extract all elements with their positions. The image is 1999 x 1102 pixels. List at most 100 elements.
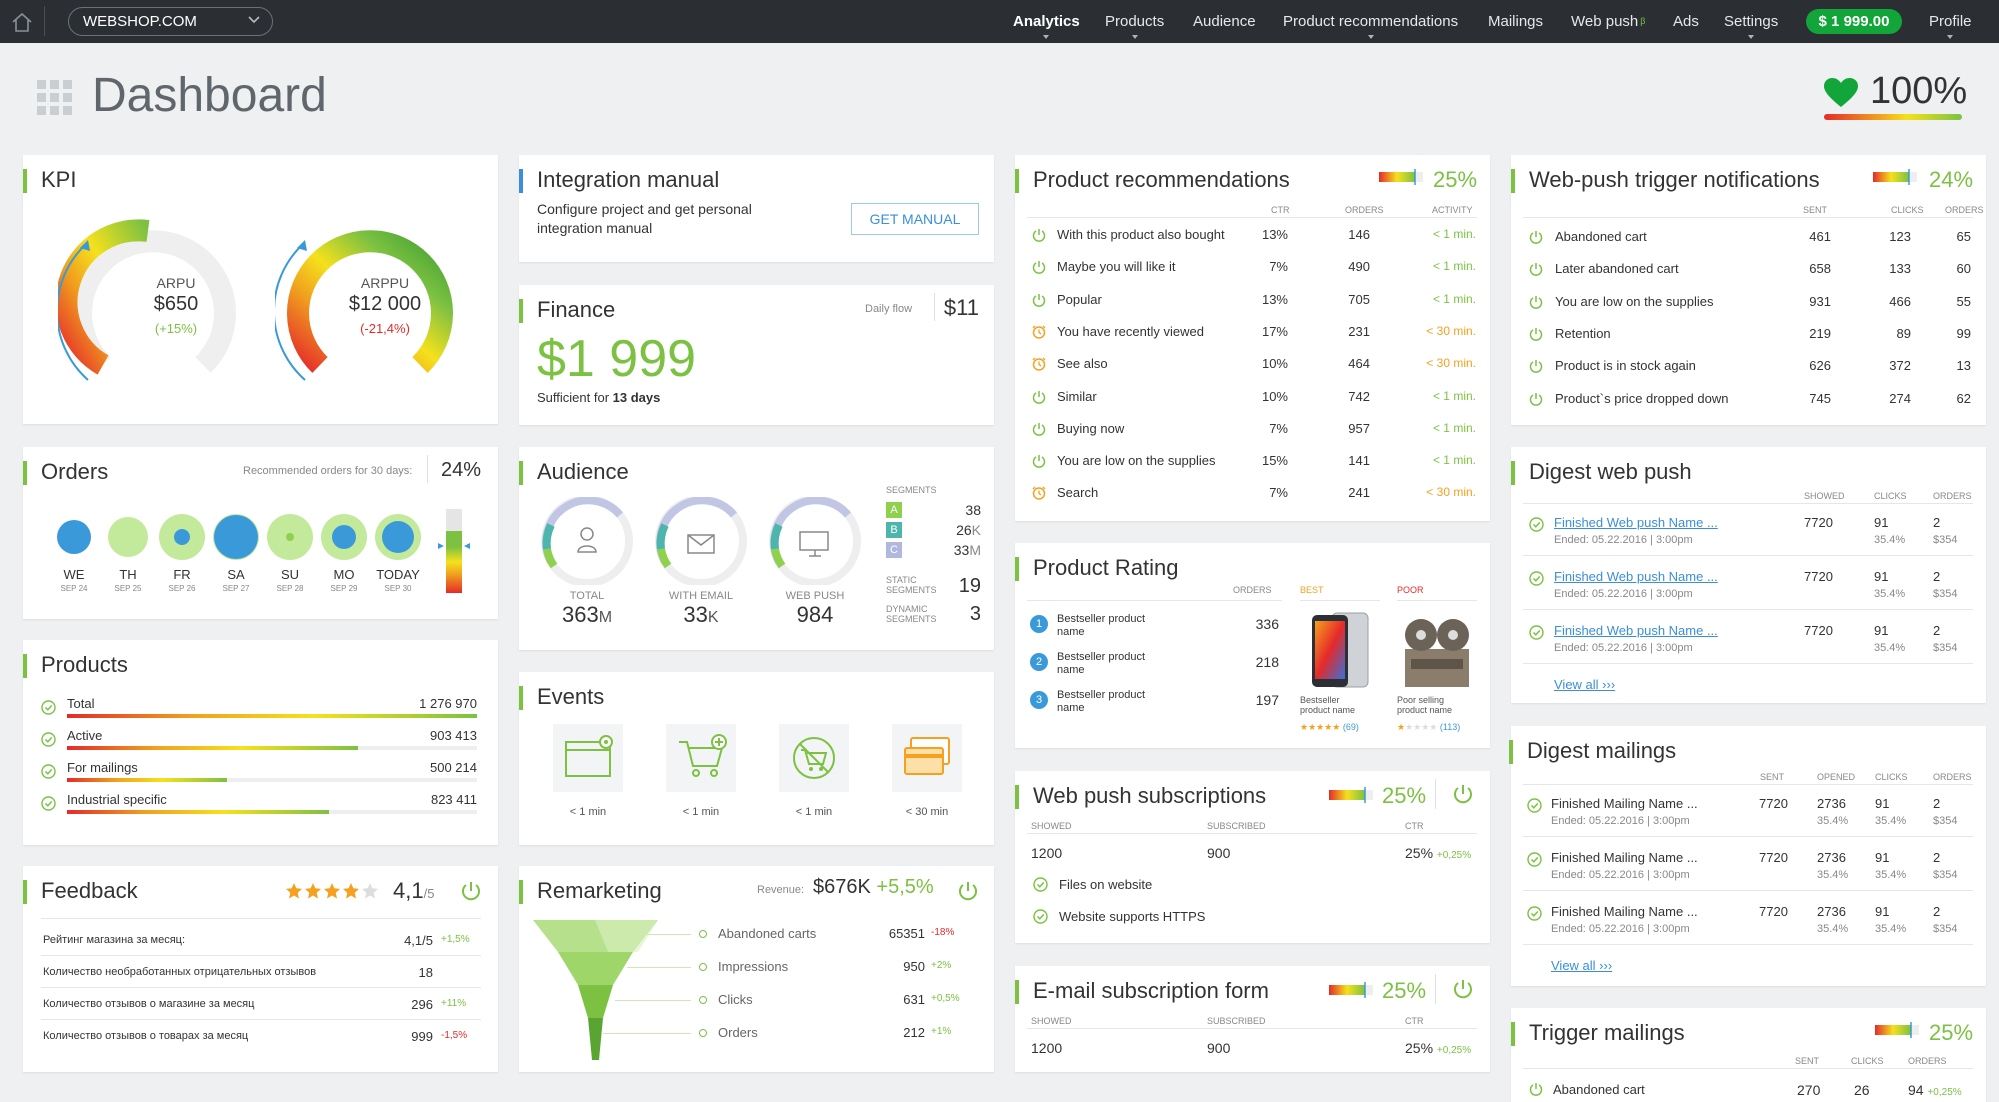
- divider: [1027, 217, 1477, 218]
- power-icon[interactable]: [1032, 390, 1046, 404]
- digest-push-name[interactable]: Finished Web push Name ...: [1554, 623, 1718, 638]
- product-row-fill: [67, 714, 477, 718]
- check-circle-icon: [41, 796, 56, 811]
- power-icon[interactable]: [1529, 1082, 1543, 1096]
- divider: [1523, 609, 1973, 610]
- trigger-mail-clicks: 26: [1854, 1082, 1870, 1098]
- product-row-fill: [67, 778, 227, 782]
- digest-mail-orders: 2: [1933, 904, 1941, 919]
- page-title: Dashboard: [92, 69, 327, 122]
- digest-push-name[interactable]: Finished Web push Name ...: [1554, 569, 1718, 584]
- digest-mailings-card: Digest mailings SENT OPENED CLICKS ORDER…: [1508, 726, 1986, 986]
- rating-orders: 218: [1255, 654, 1279, 670]
- power-icon[interactable]: [1032, 422, 1046, 436]
- power-icon[interactable]: [1032, 228, 1046, 242]
- poor-product-name: Poor selling product name: [1397, 695, 1453, 715]
- recommended-orders-label: Recommended orders for 30 days:: [243, 465, 413, 477]
- digest-mail-clicks: 91: [1875, 796, 1890, 811]
- product-row-track: [67, 810, 477, 814]
- rec-orders: 241: [1348, 485, 1370, 501]
- day-bubble: [332, 525, 356, 549]
- audience-email-ring: [655, 497, 747, 585]
- digest-mail-name[interactable]: Finished Mailing Name ...: [1551, 796, 1698, 811]
- nav-mailings[interactable]: Mailings: [1488, 13, 1544, 30]
- remarketing-card: Remarketing Revenue: $676K +5,5% Abandon…: [519, 866, 994, 1072]
- shop-selector[interactable]: WEBSHOP.COM: [68, 7, 273, 36]
- mini-meter-icon: [1379, 169, 1423, 185]
- rec-orders: 464: [1348, 356, 1370, 372]
- view-all-link[interactable]: View all ›››: [1554, 677, 1616, 692]
- trigger-orders: 55: [1956, 293, 1971, 309]
- digest-mail-opened: 2736: [1817, 904, 1846, 919]
- trigger-orders: 65: [1956, 229, 1971, 244]
- nav-audience[interactable]: Audience: [1193, 13, 1256, 30]
- view-all-link[interactable]: View all ›››: [1551, 958, 1613, 973]
- digest-push-clicks-pct: 35.4%: [1874, 588, 1906, 600]
- audience-card: Audience TOTAL 363M WITH EMAIL 33K WEB P…: [519, 447, 994, 650]
- rec-orders: 141: [1348, 453, 1370, 469]
- power-icon[interactable]: [1529, 392, 1543, 406]
- power-icon[interactable]: [1529, 295, 1543, 309]
- segments-label: SEGMENTS: [886, 485, 937, 495]
- divider: [1300, 600, 1380, 601]
- trigger-mail-orders: 94 +0,25%: [1908, 1082, 1962, 1098]
- remarketing-delta: -18%: [931, 927, 955, 938]
- trigger-orders: 99: [1956, 325, 1971, 341]
- power-icon[interactable]: [1529, 262, 1543, 277]
- day-label: SA: [227, 567, 245, 582]
- divider: [1027, 600, 1282, 601]
- power-toggle-icon[interactable]: [957, 880, 979, 902]
- rec-label: Search: [1057, 485, 1099, 501]
- funnel-connector: [639, 934, 691, 935]
- power-toggle-icon[interactable]: [1452, 978, 1474, 1000]
- kpi-title: KPI: [22, 167, 77, 193]
- power-icon[interactable]: [1032, 454, 1046, 468]
- home-icon[interactable]: [10, 11, 34, 33]
- check-circle-icon: [1527, 906, 1542, 921]
- power-icon[interactable]: [1032, 260, 1046, 275]
- apps-grid-icon[interactable]: [37, 80, 73, 116]
- nav-profile[interactable]: Profile: [1929, 0, 1972, 43]
- nav-ads[interactable]: Ads: [1673, 13, 1699, 30]
- col-sent: SENT: [1803, 205, 1828, 215]
- digest-mailings-title: Digest mailings: [1508, 738, 1677, 764]
- nav-analytics[interactable]: Analytics: [1013, 0, 1080, 43]
- webpush-subscriptions-pct: 25%: [1382, 783, 1427, 808]
- digest-push-orders: 2: [1933, 515, 1941, 530]
- col-clicks: CLICKS: [1851, 1056, 1884, 1066]
- trigger-clicks: 274: [1889, 390, 1911, 406]
- trigger-clicks: 466: [1889, 293, 1911, 309]
- remarketing-title: Remarketing: [519, 878, 662, 904]
- rating-product-name: Bestseller product name: [1057, 651, 1146, 676]
- divider: [44, 6, 45, 36]
- power-icon[interactable]: [1529, 230, 1543, 244]
- nav-settings[interactable]: Settings: [1724, 0, 1778, 43]
- rec-orders: 705: [1348, 291, 1370, 307]
- digest-push-name[interactable]: Finished Web push Name ...: [1554, 515, 1718, 530]
- power-icon[interactable]: [1529, 327, 1543, 341]
- power-icon[interactable]: [1032, 293, 1046, 307]
- nav-web-push[interactable]: Web push β: [1571, 13, 1646, 30]
- nav-product-recommendations[interactable]: Product recommendations: [1283, 0, 1458, 43]
- balance-button[interactable]: $ 1 999.00: [1806, 9, 1902, 34]
- trigger-label: Product`s price dropped down: [1555, 390, 1729, 406]
- segment-key: A: [886, 502, 902, 518]
- power-toggle-icon[interactable]: [460, 880, 482, 902]
- smartphone-image[interactable]: [1300, 611, 1380, 691]
- tape-recorder-image[interactable]: [1397, 611, 1477, 691]
- daily-flow-label: Daily flow: [865, 303, 913, 315]
- nav-products[interactable]: Products: [1105, 0, 1164, 43]
- arppu-label: ARPPU: [360, 275, 410, 291]
- digest-mail-name[interactable]: Finished Mailing Name ...: [1551, 904, 1698, 919]
- power-toggle-icon[interactable]: [1452, 783, 1474, 805]
- email-subscription-title: E-mail subscription form: [1015, 978, 1269, 1004]
- remarketing-value: 65351: [888, 926, 925, 941]
- trigger-label: Abandoned cart: [1555, 229, 1647, 244]
- funnel-connector: [615, 1000, 691, 1001]
- digest-mail-name[interactable]: Finished Mailing Name ...: [1551, 850, 1698, 865]
- get-manual-button[interactable]: GET MANUAL: [851, 203, 979, 235]
- power-icon[interactable]: [1529, 359, 1543, 373]
- digest-mail-opened-pct: 35.4%: [1817, 923, 1849, 935]
- audience-push-ring: [769, 497, 861, 585]
- products-title: Products: [23, 652, 128, 678]
